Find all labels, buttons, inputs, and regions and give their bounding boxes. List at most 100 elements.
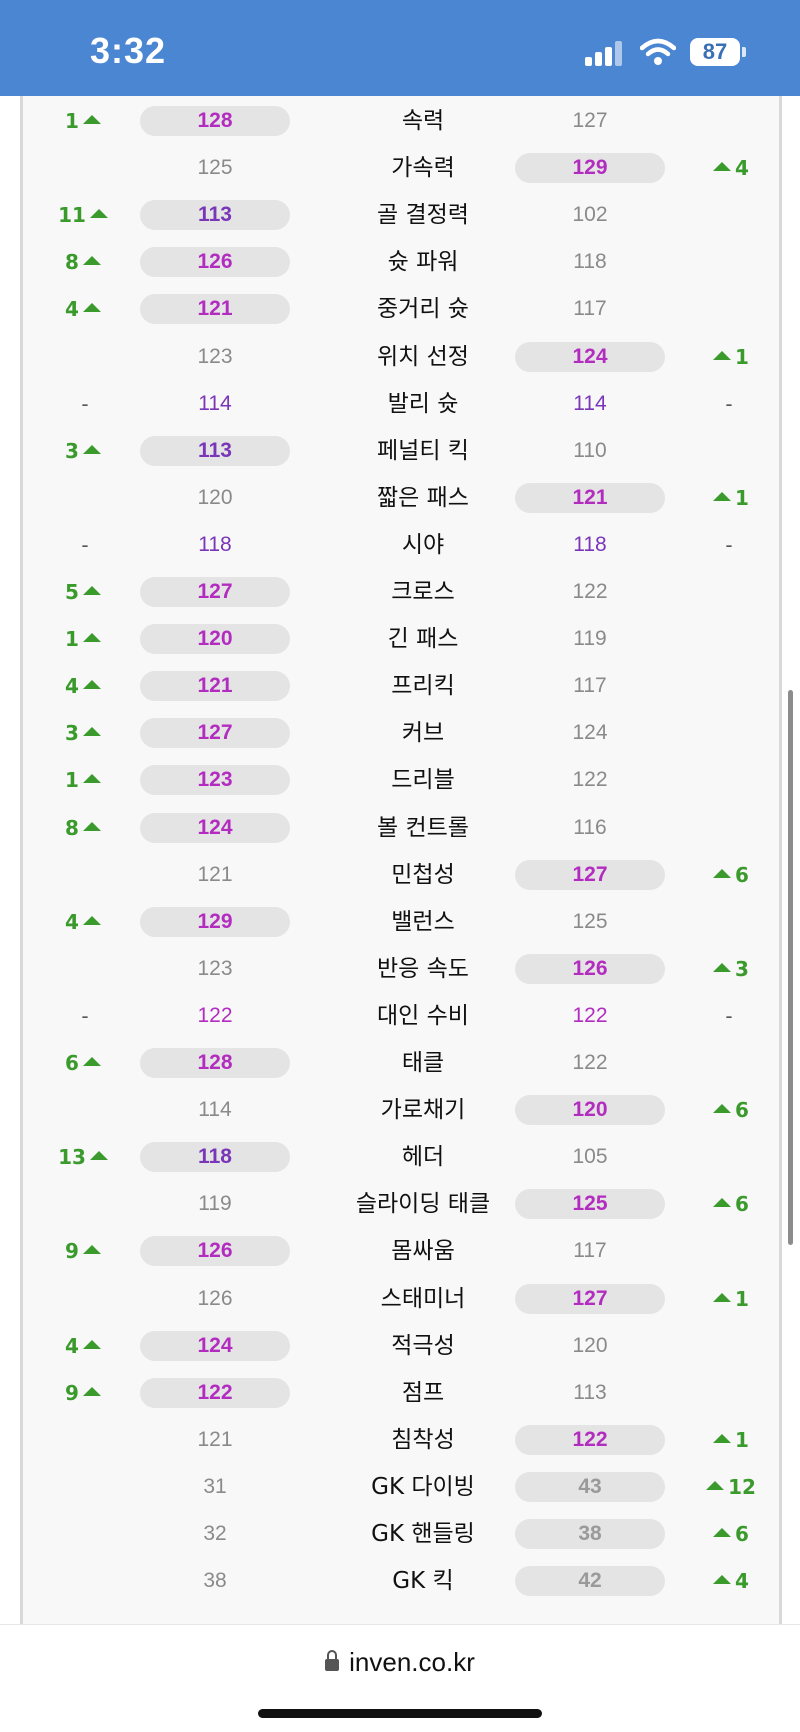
- right-diff: [687, 663, 771, 710]
- left-value-cell: 121: [139, 663, 291, 710]
- up-arrow-icon: [713, 1575, 732, 1585]
- left-diff: -: [45, 381, 125, 428]
- left-value: 113: [140, 435, 290, 466]
- right-diff: -: [687, 381, 771, 428]
- stat-label: GK 핸들링: [371, 1521, 475, 1547]
- stat-label: 침착성: [391, 1426, 455, 1453]
- left-diff: [45, 946, 125, 993]
- diff-value: 6: [735, 1098, 749, 1123]
- stat-row: 125 가속력 129 4: [23, 145, 779, 192]
- left-value: 38: [203, 1569, 227, 1593]
- battery-tip: [742, 47, 746, 57]
- right-diff: [687, 1040, 771, 1087]
- left-diff: 9: [45, 1370, 125, 1417]
- stat-row: 4 121 프리킥 117: [23, 663, 779, 710]
- left-diff: 4: [45, 663, 125, 710]
- diff-value: 4: [65, 297, 79, 322]
- left-value-cell: 120: [139, 616, 291, 663]
- left-value: 123: [197, 344, 233, 368]
- up-arrow-icon: [713, 1198, 732, 1208]
- up-arrow-icon: [82, 1339, 101, 1349]
- stat-row: - 122 대인 수비 122 -: [23, 993, 779, 1040]
- left-value-cell: 120: [139, 475, 291, 522]
- stat-row: 5 127 크로스 122: [23, 569, 779, 616]
- stat-label: 크로스: [391, 579, 455, 605]
- stat-row: 119 슬라이딩 태클 125 6: [23, 1181, 779, 1228]
- right-diff: [687, 1134, 771, 1181]
- left-value-cell: 127: [139, 710, 291, 757]
- right-value-cell: 125: [514, 899, 666, 946]
- diff-value: 9: [65, 1239, 79, 1264]
- diff-value: 4: [65, 909, 79, 934]
- right-value: 126: [515, 953, 665, 984]
- scrollbar[interactable]: [788, 690, 793, 1245]
- right-diff: [687, 805, 771, 852]
- right-diff: [687, 1370, 771, 1417]
- left-value-cell: 118: [139, 1134, 291, 1181]
- stat-label: 시야: [401, 531, 445, 558]
- status-time: 3:32: [90, 30, 167, 71]
- diff-value: 1: [735, 485, 749, 510]
- stat-row: 1 120 긴 패스 119: [23, 616, 779, 663]
- left-diff: [45, 1276, 125, 1323]
- tie-dash: -: [725, 1003, 733, 1028]
- stat-comparison-table[interactable]: 1 128 속력 127 125 가속력 129 4 11 113 골 결정력 102 8 126 슛 파워…: [20, 96, 782, 1624]
- right-value-cell: 124: [514, 334, 666, 381]
- left-value: 122: [197, 1003, 233, 1027]
- left-value-cell: 126: [139, 1276, 291, 1323]
- stat-label: 가속력: [391, 155, 455, 182]
- right-diff: [687, 710, 771, 757]
- diff-value: 3: [735, 956, 749, 981]
- left-diff: [45, 145, 125, 192]
- left-value-cell: 127: [139, 569, 291, 616]
- right-value: 122: [572, 1051, 608, 1074]
- right-value: 124: [515, 341, 665, 372]
- right-value-cell: 118: [514, 522, 666, 569]
- browser-bottom-bar: inven.co.kr: [0, 1624, 800, 1732]
- left-diff: 1: [45, 757, 125, 804]
- right-value: 127: [572, 109, 608, 132]
- address-bar[interactable]: inven.co.kr: [0, 1647, 800, 1678]
- diff-value: 4: [735, 156, 749, 181]
- stat-row: 120 짧은 패스 121 1: [23, 475, 779, 522]
- tie-dash: -: [81, 391, 89, 416]
- stat-label: 골 결정력: [377, 202, 469, 229]
- left-value-cell: 119: [139, 1181, 291, 1228]
- diff-value: 5: [65, 580, 79, 604]
- stat-row: 9 122 점프 113: [23, 1370, 779, 1417]
- stat-label: 슛 파워: [387, 249, 459, 276]
- right-value-cell: 120: [514, 1323, 666, 1370]
- stat-row: 4 129 밸런스 125: [23, 899, 779, 946]
- left-value: 124: [140, 1330, 290, 1361]
- diff-value: 4: [65, 674, 79, 699]
- stat-label: 페널티 킥: [377, 437, 469, 464]
- left-value-cell: 38: [139, 1558, 291, 1605]
- right-value-cell: 122: [514, 1040, 666, 1087]
- left-value: 126: [140, 247, 290, 278]
- right-diff: 1: [687, 1417, 771, 1464]
- left-diff: [45, 475, 125, 522]
- stat-row: 1 128 속력 127: [23, 98, 779, 145]
- home-indicator[interactable]: [258, 1709, 542, 1718]
- up-arrow-icon: [82, 774, 101, 784]
- stat-label: 스태미너: [380, 1285, 466, 1312]
- up-arrow-icon: [82, 1057, 101, 1066]
- up-arrow-icon: [82, 727, 101, 737]
- right-value-cell: 122: [514, 993, 666, 1040]
- right-value: 122: [572, 580, 608, 603]
- stat-label: 민첩성: [391, 861, 455, 888]
- stat-label: GK 다이빙: [371, 1473, 475, 1500]
- stat-row: 4 121 중거리 슛 117: [23, 286, 779, 333]
- right-value: 120: [572, 1333, 608, 1357]
- right-diff: [687, 1228, 771, 1275]
- wifi-icon: [640, 38, 676, 65]
- stat-row: 38 GK 킥 42 4: [23, 1558, 779, 1605]
- right-value-cell: 102: [514, 192, 666, 239]
- left-value: 127: [140, 718, 290, 749]
- left-diff: 3: [45, 428, 125, 475]
- right-value-cell: 125: [514, 1181, 666, 1228]
- battery-indicator: 87: [690, 38, 740, 66]
- left-value: 128: [140, 1048, 290, 1078]
- right-diff: [687, 286, 771, 333]
- stat-label: 가로채기: [380, 1097, 466, 1124]
